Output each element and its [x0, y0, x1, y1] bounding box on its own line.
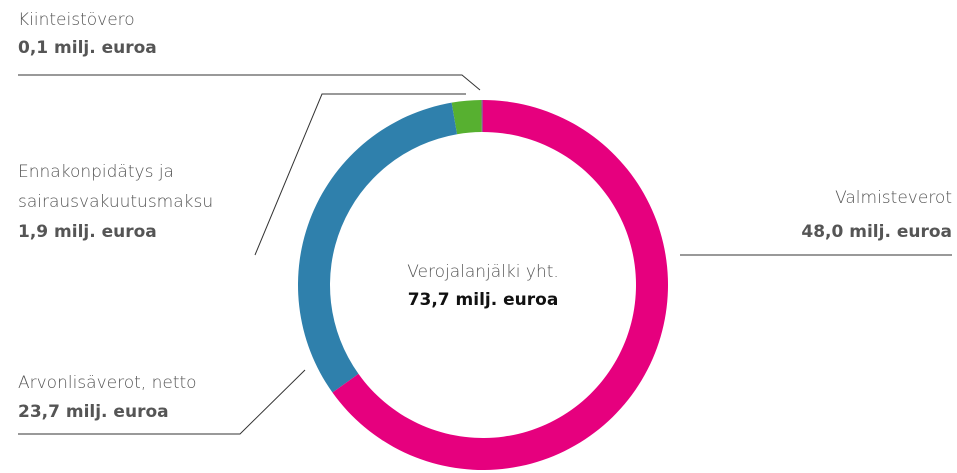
label-value: 0,1 milj. euroa [18, 38, 157, 58]
label-value: 1,9 milj. euroa [18, 222, 157, 242]
center-title: Verojalanjälki yht. [407, 262, 559, 282]
center-value: 73,7 milj. euroa [408, 290, 559, 310]
label-value: 23,7 milj. euroa [18, 402, 169, 422]
label-name: Arvonlisäverot, netto [18, 373, 197, 393]
leader-line [18, 369, 306, 435]
label-name: Valmisteverot [835, 188, 952, 208]
donut-segment [481, 100, 483, 133]
donut-segment [451, 100, 482, 135]
label-value: 48,0 milj. euroa [801, 222, 952, 242]
donut-segment [298, 102, 458, 393]
leader-line [254, 93, 466, 256]
leader-line [18, 74, 481, 91]
label-name: Ennakonpidätys ja [18, 162, 174, 182]
label-name: Kiinteistövero [18, 10, 135, 30]
label-name: sairausvakuutusmaksu [18, 192, 213, 212]
